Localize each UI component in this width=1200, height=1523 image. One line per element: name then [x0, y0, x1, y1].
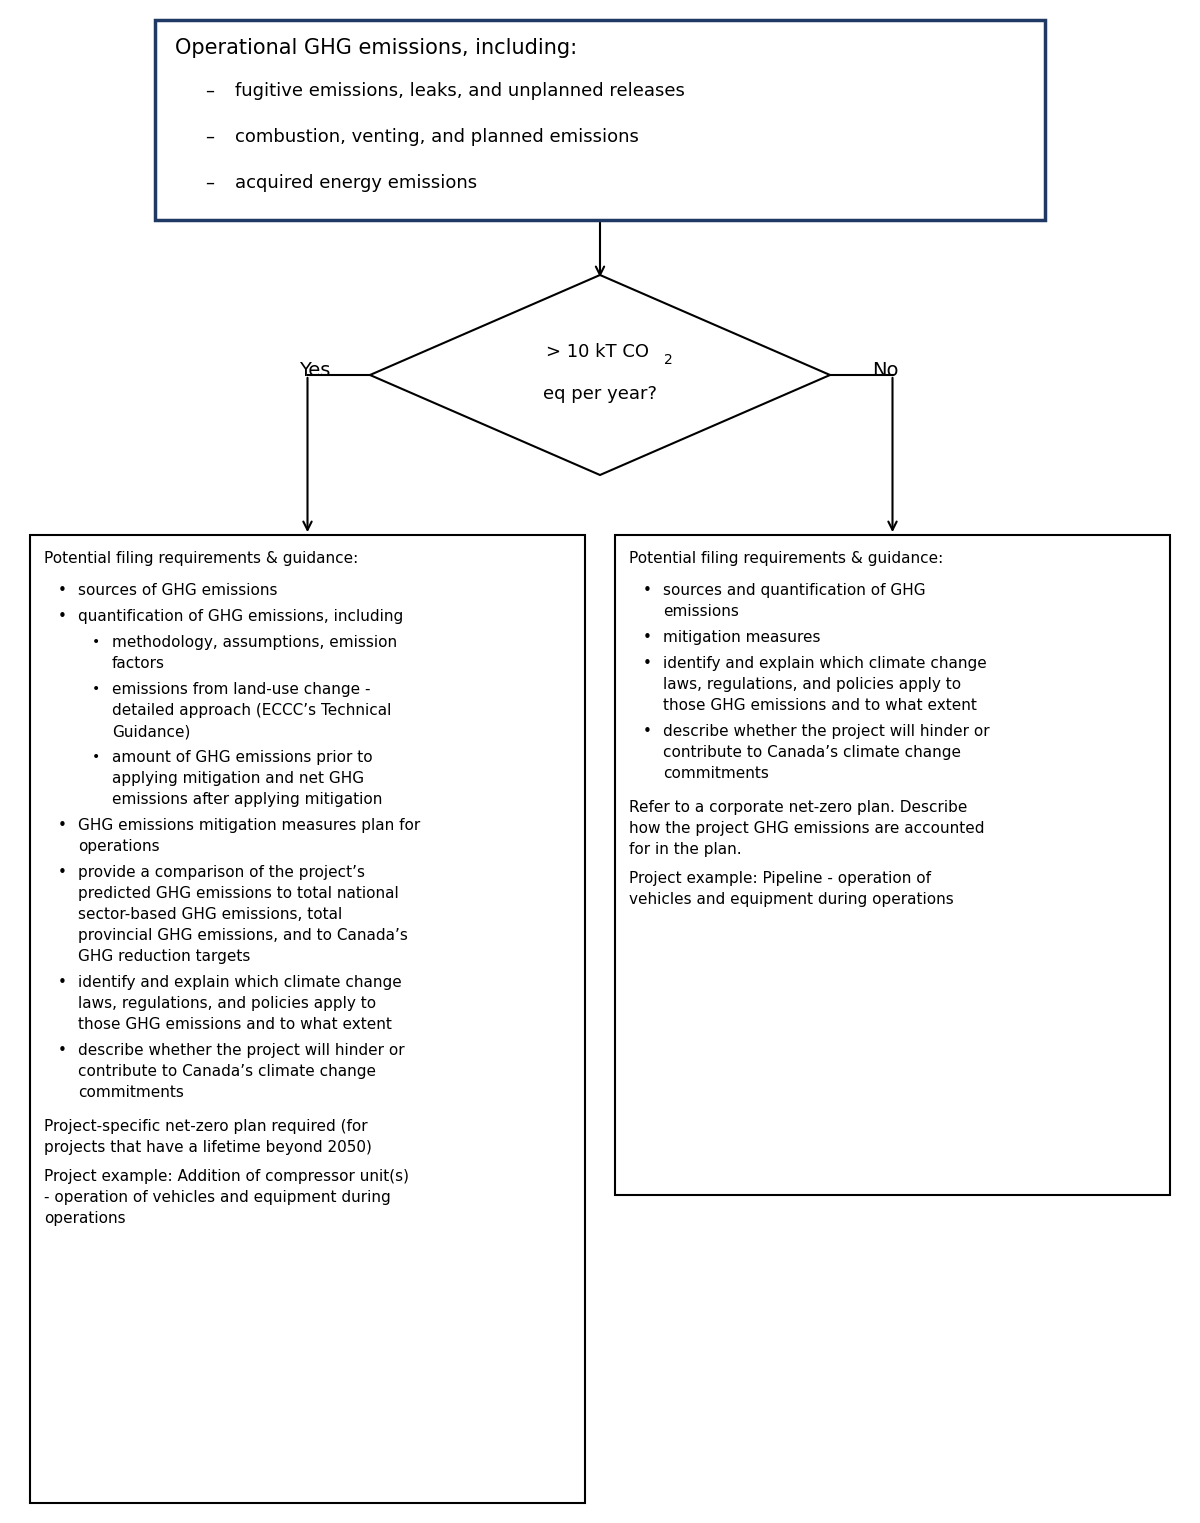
Text: laws, regulations, and policies apply to: laws, regulations, and policies apply to [78, 996, 376, 1011]
Bar [155, 20, 1045, 219]
Text: operations: operations [78, 839, 160, 854]
Text: •: • [58, 1043, 66, 1058]
Text: Operational GHG emissions, including:: Operational GHG emissions, including: [175, 38, 577, 58]
Text: emissions from land-use change -: emissions from land-use change - [112, 682, 371, 698]
Text: •: • [642, 723, 652, 739]
Text: those GHG emissions and to what extent: those GHG emissions and to what extent [78, 1017, 392, 1033]
Text: 2: 2 [664, 353, 673, 367]
Text: commitments: commitments [78, 1084, 184, 1100]
Text: Project example: Addition of compressor unit(s): Project example: Addition of compressor … [44, 1170, 409, 1183]
Text: methodology, assumptions, emission: methodology, assumptions, emission [112, 635, 397, 650]
Text: GHG emissions mitigation measures plan for: GHG emissions mitigation measures plan f… [78, 818, 420, 833]
Text: contribute to Canada’s climate change: contribute to Canada’s climate change [78, 1065, 376, 1078]
Text: Guidance): Guidance) [112, 723, 191, 739]
Text: sources and quantification of GHG: sources and quantification of GHG [662, 583, 925, 599]
Text: emissions: emissions [662, 605, 739, 618]
Text: •: • [58, 818, 66, 833]
Text: combustion, venting, and planned emissions: combustion, venting, and planned emissio… [235, 128, 638, 146]
Text: provincial GHG emissions, and to Canada’s: provincial GHG emissions, and to Canada’… [78, 928, 408, 943]
Text: Refer to a corporate net-zero plan. Describe: Refer to a corporate net-zero plan. Desc… [629, 800, 967, 815]
Text: •: • [58, 865, 66, 880]
Text: quantification of GHG emissions, including: quantification of GHG emissions, includi… [78, 609, 403, 624]
Text: projects that have a lifetime beyond 2050): projects that have a lifetime beyond 205… [44, 1141, 372, 1154]
Text: –: – [205, 174, 214, 192]
Text: - operation of vehicles and equipment during: - operation of vehicles and equipment du… [44, 1189, 391, 1205]
Bar [616, 535, 1170, 1196]
Text: identify and explain which climate change: identify and explain which climate chang… [78, 975, 402, 990]
Text: –: – [205, 82, 214, 101]
Text: detailed approach (ECCC’s Technical: detailed approach (ECCC’s Technical [112, 704, 391, 717]
Text: describe whether the project will hinder or: describe whether the project will hinder… [662, 723, 990, 739]
Text: •: • [92, 635, 100, 649]
Text: laws, regulations, and policies apply to: laws, regulations, and policies apply to [662, 678, 961, 691]
Text: Project-specific net-zero plan required (for: Project-specific net-zero plan required … [44, 1119, 367, 1135]
Text: Project example: Pipeline - operation of: Project example: Pipeline - operation of [629, 871, 931, 886]
Text: emissions after applying mitigation: emissions after applying mitigation [112, 792, 383, 807]
Text: Potential filing requirements & guidance:: Potential filing requirements & guidance… [629, 551, 943, 567]
Text: sector-based GHG emissions, total: sector-based GHG emissions, total [78, 908, 342, 921]
Text: commitments: commitments [662, 766, 769, 781]
Text: •: • [92, 682, 100, 696]
Text: •: • [642, 656, 652, 672]
Text: describe whether the project will hinder or: describe whether the project will hinder… [78, 1043, 404, 1058]
Text: > 10 kT CO: > 10 kT CO [546, 343, 649, 361]
Text: mitigation measures: mitigation measures [662, 631, 821, 646]
Text: provide a comparison of the project’s: provide a comparison of the project’s [78, 865, 365, 880]
Text: predicted GHG emissions to total national: predicted GHG emissions to total nationa… [78, 886, 398, 902]
Text: •: • [58, 975, 66, 990]
Polygon shape [370, 276, 830, 475]
Text: •: • [58, 583, 66, 599]
Text: •: • [642, 631, 652, 646]
Text: Potential filing requirements & guidance:: Potential filing requirements & guidance… [44, 551, 359, 567]
Text: vehicles and equipment during operations: vehicles and equipment during operations [629, 892, 954, 908]
Text: amount of GHG emissions prior to: amount of GHG emissions prior to [112, 749, 373, 765]
Text: operations: operations [44, 1211, 126, 1226]
Text: •: • [58, 609, 66, 624]
Text: •: • [92, 749, 100, 765]
Text: sources of GHG emissions: sources of GHG emissions [78, 583, 277, 599]
Text: –: – [205, 128, 214, 146]
Text: GHG reduction targets: GHG reduction targets [78, 949, 251, 964]
Text: Yes: Yes [299, 361, 331, 379]
Text: identify and explain which climate change: identify and explain which climate chang… [662, 656, 986, 672]
Text: No: No [871, 361, 899, 379]
Text: those GHG emissions and to what extent: those GHG emissions and to what extent [662, 698, 977, 713]
Text: applying mitigation and net GHG: applying mitigation and net GHG [112, 771, 364, 786]
Text: contribute to Canada’s climate change: contribute to Canada’s climate change [662, 745, 961, 760]
Text: acquired energy emissions: acquired energy emissions [235, 174, 478, 192]
Text: fugitive emissions, leaks, and unplanned releases: fugitive emissions, leaks, and unplanned… [235, 82, 685, 101]
Text: factors: factors [112, 656, 166, 672]
Bar [30, 535, 586, 1503]
Text: •: • [642, 583, 652, 599]
Text: eq per year?: eq per year? [542, 385, 658, 404]
Text: for in the plan.: for in the plan. [629, 842, 742, 857]
Text: how the project GHG emissions are accounted: how the project GHG emissions are accoun… [629, 821, 984, 836]
